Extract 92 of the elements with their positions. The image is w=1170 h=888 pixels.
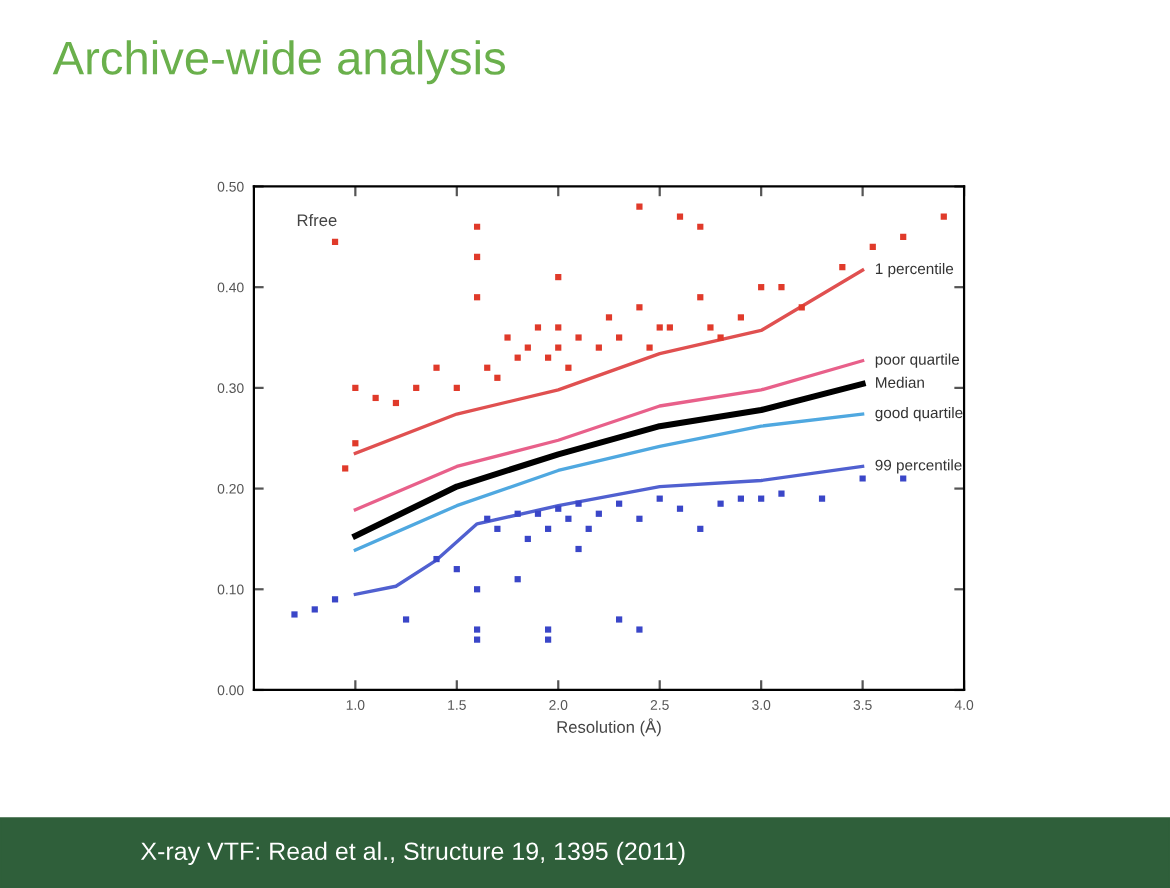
point bbox=[605, 314, 613, 321]
point bbox=[484, 515, 491, 522]
point bbox=[565, 364, 572, 371]
point bbox=[545, 354, 552, 361]
point bbox=[758, 495, 765, 502]
point bbox=[737, 314, 744, 321]
point bbox=[352, 440, 359, 447]
point bbox=[778, 284, 785, 291]
text: X-ray VTF: Read et al., Structure 19, 1395 (2011) bbox=[140, 841, 685, 866]
point bbox=[575, 334, 582, 341]
point bbox=[291, 611, 298, 618]
point bbox=[524, 535, 531, 543]
point bbox=[473, 223, 481, 230]
line-series bbox=[353, 412, 865, 552]
point bbox=[758, 284, 765, 291]
point bbox=[494, 374, 501, 381]
point bbox=[697, 525, 704, 532]
point bbox=[342, 465, 349, 472]
point bbox=[697, 223, 704, 230]
point bbox=[311, 606, 318, 613]
point bbox=[545, 525, 552, 532]
point bbox=[717, 334, 724, 341]
point bbox=[331, 596, 339, 603]
point bbox=[372, 394, 379, 402]
point bbox=[676, 213, 684, 220]
point bbox=[595, 344, 602, 351]
point bbox=[707, 324, 714, 331]
point bbox=[514, 510, 521, 517]
point bbox=[514, 354, 521, 361]
point bbox=[545, 626, 552, 633]
point bbox=[666, 324, 673, 331]
point bbox=[646, 344, 653, 351]
point bbox=[900, 233, 907, 240]
point bbox=[869, 243, 876, 251]
point bbox=[555, 344, 562, 351]
point bbox=[900, 475, 907, 482]
line-series bbox=[353, 464, 865, 596]
point bbox=[545, 636, 552, 643]
x-axis-title: Resolution (Å) bbox=[557, 718, 661, 737]
line-series bbox=[352, 380, 866, 539]
point bbox=[656, 324, 663, 331]
point bbox=[484, 364, 491, 371]
point bbox=[636, 304, 643, 311]
point bbox=[798, 304, 805, 311]
point bbox=[616, 616, 623, 623]
point bbox=[636, 203, 643, 210]
point bbox=[534, 324, 542, 331]
point bbox=[473, 586, 481, 593]
point bbox=[514, 576, 521, 583]
point bbox=[453, 384, 460, 391]
point bbox=[352, 384, 359, 391]
point bbox=[433, 555, 440, 563]
point bbox=[636, 515, 643, 522]
point bbox=[453, 566, 460, 573]
point bbox=[778, 490, 785, 497]
point bbox=[473, 294, 481, 301]
point bbox=[940, 213, 947, 220]
point bbox=[839, 263, 846, 271]
point bbox=[575, 500, 582, 507]
point bbox=[402, 616, 410, 623]
point bbox=[433, 364, 440, 371]
point bbox=[494, 525, 501, 532]
point bbox=[636, 626, 643, 633]
point bbox=[555, 324, 562, 331]
point bbox=[524, 344, 531, 351]
point bbox=[473, 626, 481, 633]
point bbox=[818, 495, 826, 502]
point bbox=[331, 238, 339, 245]
point bbox=[392, 399, 400, 407]
point bbox=[555, 274, 562, 281]
line-series bbox=[353, 268, 865, 455]
annotation: Rfree bbox=[297, 213, 337, 227]
point bbox=[534, 510, 542, 517]
point bbox=[585, 525, 592, 532]
point bbox=[555, 505, 562, 512]
point bbox=[859, 475, 866, 482]
point bbox=[656, 495, 663, 502]
point bbox=[717, 500, 724, 507]
point bbox=[616, 500, 623, 507]
point bbox=[575, 545, 582, 553]
point bbox=[676, 505, 684, 512]
point bbox=[565, 515, 572, 522]
point bbox=[504, 334, 511, 341]
point bbox=[413, 384, 420, 391]
point bbox=[616, 334, 623, 341]
chart-title: Archive-wide analysis bbox=[52, 40, 505, 85]
point bbox=[473, 636, 481, 643]
point bbox=[737, 495, 744, 502]
line-series bbox=[353, 359, 865, 512]
point bbox=[595, 510, 602, 517]
point bbox=[697, 294, 704, 301]
point bbox=[473, 253, 481, 261]
